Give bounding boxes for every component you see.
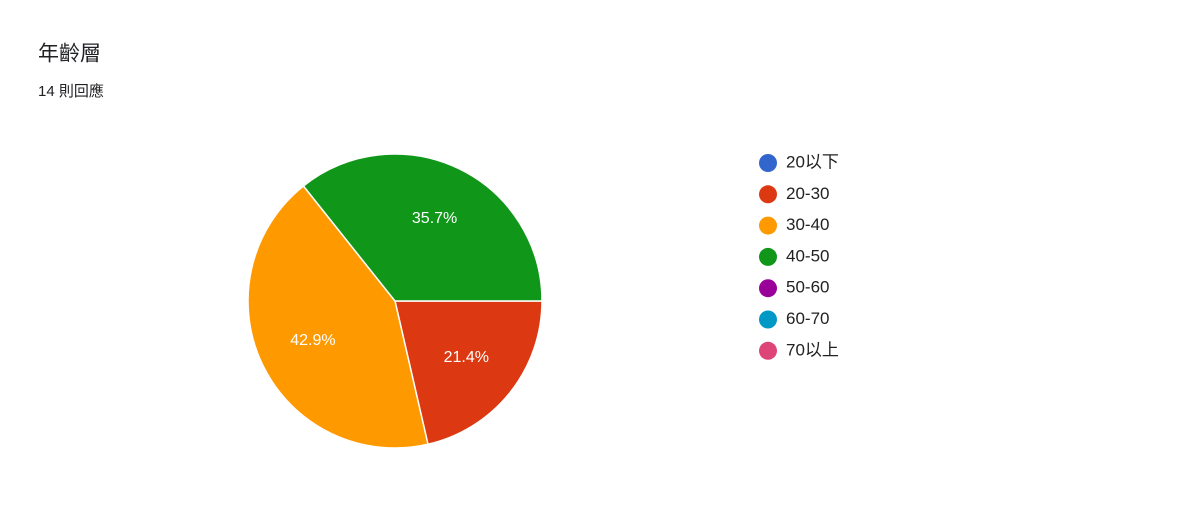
legend-label: 20以下 (786, 152, 839, 171)
chart-title: 年齡層 (38, 43, 101, 66)
pie-slice (394, 300, 543, 446)
legend-marker (759, 154, 777, 172)
chart-subtitle: 14 則回應 (38, 82, 104, 100)
value-label: 42.9% (290, 332, 335, 349)
legend-marker (759, 341, 777, 360)
legend-label: 50-60 (786, 278, 829, 297)
legend-marker (759, 216, 777, 235)
value-label: 21.4% (444, 349, 489, 366)
legend-marker (759, 310, 777, 329)
legend-label: 40-50 (786, 246, 829, 265)
legend-marker (759, 185, 777, 204)
legend-marker (759, 247, 777, 266)
legend-label: 60-70 (786, 309, 829, 328)
pie-slice (247, 184, 429, 449)
pie-slice (302, 153, 543, 302)
legend-marker (759, 279, 777, 298)
legend-label: 70以上 (786, 340, 839, 359)
value-label: 35.7% (412, 210, 457, 227)
legend-label: 30-40 (786, 215, 829, 234)
legend-label: 20-30 (786, 184, 829, 203)
